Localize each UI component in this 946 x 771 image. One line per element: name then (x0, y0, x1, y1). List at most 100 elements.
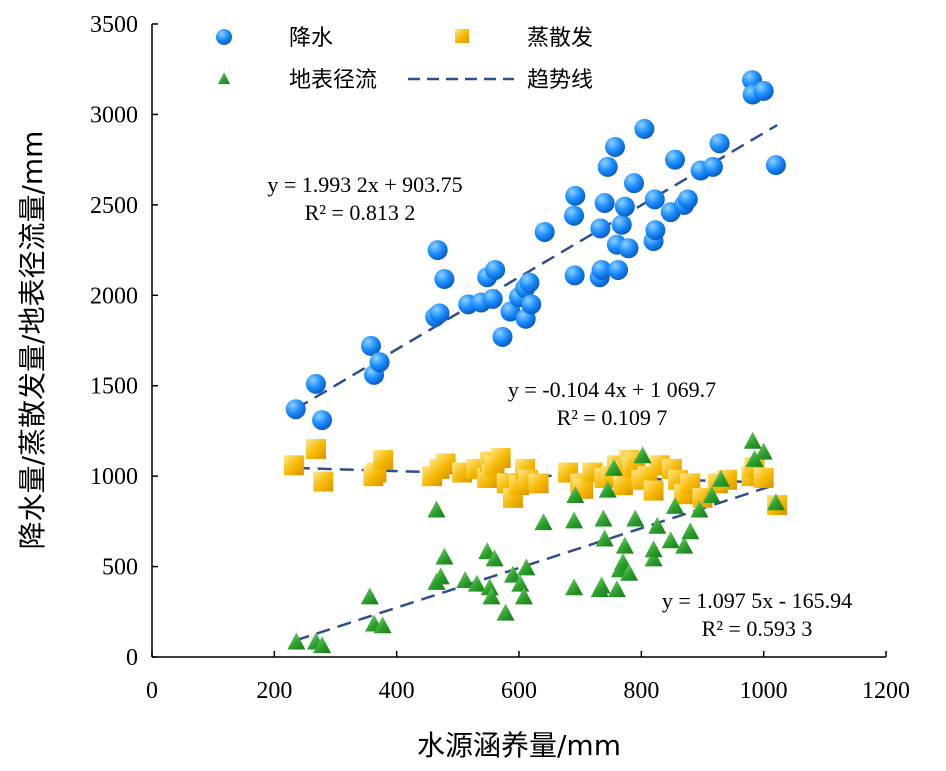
y-ticks: 0 500 1000 1500 2000 2500 3000 3500 (90, 12, 158, 671)
precip-point (305, 373, 326, 394)
precip-point (534, 221, 555, 242)
precip-point (285, 399, 306, 420)
runoff-point (287, 632, 306, 650)
legend-runoff-marker (218, 72, 230, 84)
x-tick-label: 1000 (740, 678, 788, 704)
x-tick-label: 200 (256, 678, 292, 704)
evap-point (313, 471, 334, 492)
runoff-point (598, 480, 617, 498)
precip-equation: y = 1.993 2x + 903.75 (267, 172, 462, 197)
runoff-point (360, 587, 379, 605)
y-axis-title: 降水量/蒸散发量/地表径流量/mm (16, 131, 49, 550)
precip-point (312, 410, 333, 431)
precip-point (618, 238, 639, 259)
runoff-point (313, 636, 332, 654)
runoff-point (665, 496, 684, 514)
data-points (283, 70, 788, 654)
precip-point (485, 259, 506, 280)
runoff-point (745, 449, 764, 467)
precip-point (597, 156, 618, 177)
y-tick-label: 1500 (90, 374, 138, 400)
runoff-point (566, 486, 585, 504)
y-tick-label: 2500 (90, 193, 138, 219)
precip-point (369, 352, 390, 373)
precip-point (765, 155, 786, 176)
precip-point (634, 118, 655, 139)
legend-runoff-label: 地表径流 (289, 68, 377, 93)
precip-point (564, 265, 585, 286)
runoff-r2: R² = 0.593 3 (702, 616, 813, 641)
precip-point (429, 303, 450, 324)
precip-point (521, 294, 542, 315)
runoff-point (480, 578, 499, 596)
precip-point (605, 136, 626, 157)
y-tick-label: 2000 (90, 283, 138, 309)
y-tick-label: 0 (126, 645, 138, 671)
precip-point (360, 335, 381, 356)
runoff-point (711, 469, 730, 487)
runoff-point (620, 563, 639, 581)
runoff-point (661, 531, 680, 549)
runoff-point (644, 549, 663, 567)
evap-r2: R² = 0.109 7 (557, 405, 668, 430)
legend-evap-label: 蒸散发 (527, 26, 593, 51)
precip-point (434, 269, 455, 290)
runoff-point (565, 511, 584, 529)
precip-point (492, 326, 513, 347)
precip-point (564, 205, 585, 226)
runoff-point (592, 576, 611, 594)
evap-equation: y = -0.104 4x + 1 069.7 (508, 377, 716, 402)
runoff-point (681, 522, 700, 540)
evap-point (283, 455, 304, 476)
precip-point (644, 189, 665, 210)
runoff-point (702, 486, 721, 504)
evap-point (528, 473, 549, 494)
runoff-point (511, 574, 530, 592)
precip-point (591, 259, 612, 280)
y-tick-label: 1000 (90, 464, 138, 490)
y-tick-label: 500 (102, 555, 138, 581)
runoff-point (743, 431, 762, 449)
evap-point (612, 475, 633, 496)
x-tick-label: 800 (623, 678, 659, 704)
runoff-point (690, 500, 709, 518)
equation-annotations: y = 1.993 2x + 903.75 R² = 0.813 2 y = -… (267, 172, 852, 641)
precip-point (702, 156, 723, 177)
x-tick-label: 0 (146, 678, 158, 704)
precip-point (482, 288, 503, 309)
runoff-point (604, 458, 623, 476)
runoff-point (766, 493, 785, 511)
runoff-point (754, 442, 773, 460)
runoff-point (595, 529, 614, 547)
precip-point (611, 214, 632, 235)
precip-point (664, 149, 685, 170)
y-tick-label: 3500 (90, 12, 138, 38)
runoff-point (467, 574, 486, 592)
axes: 0 200 400 600 800 1000 1200 0 500 1000 1500 2000 25… (90, 12, 910, 704)
runoff-point (503, 565, 522, 583)
runoff-point (607, 580, 626, 598)
evap-point (305, 439, 326, 460)
legend-trend-label: 趋势线 (527, 68, 593, 93)
precip-point (519, 272, 540, 293)
runoff-point (534, 513, 553, 531)
evap-point (643, 480, 664, 501)
runoff-point (514, 587, 533, 605)
x-tick-label: 1200 (862, 678, 910, 704)
precip-point (645, 220, 666, 241)
runoff-point (613, 552, 632, 570)
x-tick-label: 600 (501, 678, 537, 704)
runoff-point (594, 509, 613, 527)
precip-point (500, 301, 521, 322)
y-tick-label: 3000 (90, 102, 138, 128)
runoff-series (287, 431, 785, 654)
precip-point (753, 80, 774, 101)
precip-point (427, 240, 448, 261)
runoff-point (456, 571, 475, 589)
runoff-point (648, 516, 667, 534)
runoff-point (431, 567, 450, 585)
legend: 降水 蒸散发 地表径流 趋势线 (216, 26, 593, 93)
precip-point (590, 218, 611, 239)
precip-point (709, 133, 730, 154)
